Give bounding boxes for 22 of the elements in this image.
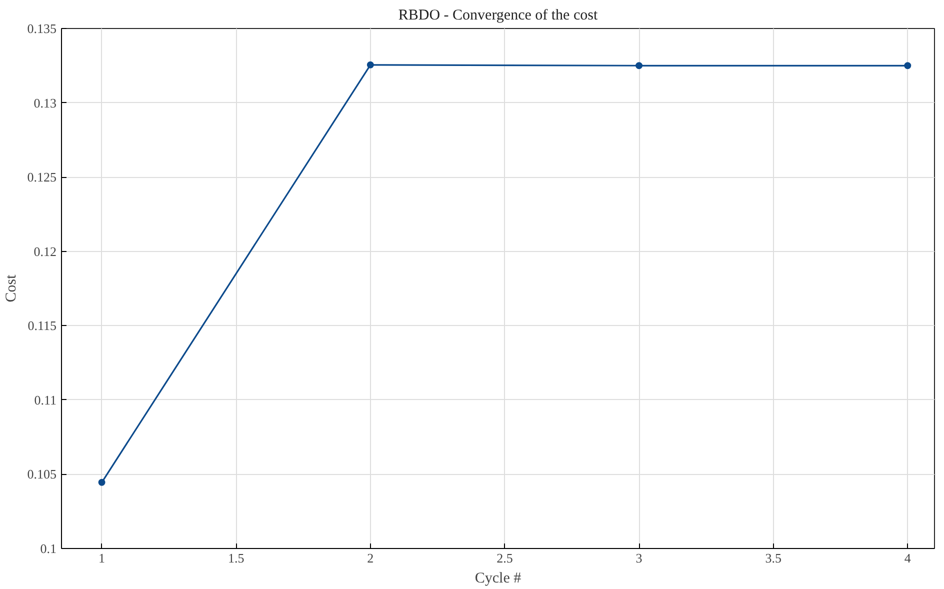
x-axis-title: Cycle #: [474, 570, 522, 586]
y-tick-label: 0.13: [34, 95, 56, 110]
y-tick-label: 0.11: [34, 392, 57, 408]
x-tick-label: 2: [367, 550, 374, 566]
x-tick-label: 4: [904, 550, 912, 566]
y-axis-title: Cost: [3, 274, 20, 302]
x-tick-label: 3.5: [765, 550, 782, 566]
y-tick-label: 0.115: [28, 318, 57, 334]
x-tick-label: 2.5: [496, 550, 513, 566]
y-tick-label: 0.12: [34, 244, 56, 259]
x-tick-label: 1: [98, 550, 106, 566]
point: [904, 62, 912, 70]
x-tick-label: 1.5: [228, 550, 244, 566]
y-tick-label: 0.135: [27, 21, 56, 36]
y-tick-label: 0.125: [27, 170, 56, 185]
point: [98, 478, 106, 486]
point: [366, 61, 374, 68]
x-tick-label: 3: [636, 550, 642, 566]
chart-title: RBDO - Convergence of the cost: [398, 8, 598, 24]
y-tick-label: 0.1: [40, 541, 56, 556]
point: [636, 62, 643, 70]
y-tick-label: 0.105: [27, 466, 56, 482]
